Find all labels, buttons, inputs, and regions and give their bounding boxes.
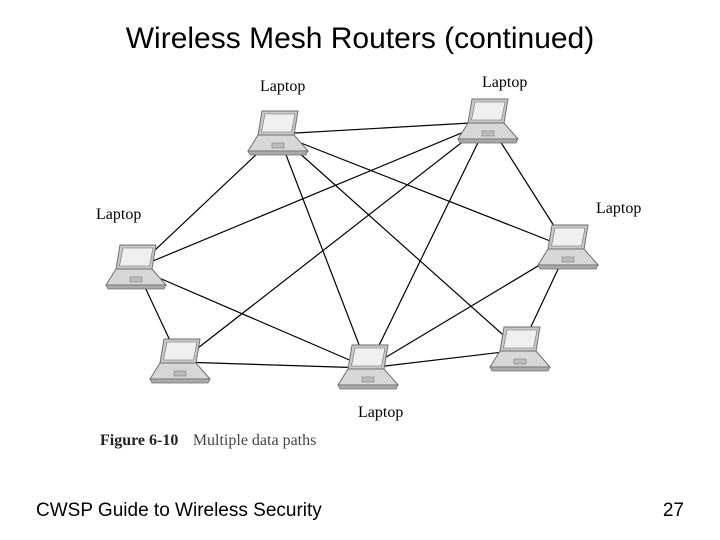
node-label: Laptop — [96, 206, 141, 224]
laptop-icon — [148, 337, 212, 387]
edge — [278, 134, 520, 350]
edge — [368, 122, 488, 368]
edge — [136, 122, 488, 268]
node-label: Laptop — [596, 200, 641, 218]
footer-source: CWSP Guide to Wireless Security — [36, 500, 322, 522]
figure-caption-text: Multiple data paths — [193, 432, 317, 449]
laptop-icon — [104, 243, 168, 293]
page-number: 27 — [663, 500, 684, 522]
node-label: Laptop — [358, 404, 403, 422]
edge — [180, 122, 488, 362]
figure-ref: Figure 6-10 — [100, 432, 178, 449]
mesh-diagram: Laptop Laptop Laptop Laptop Laptop — [80, 68, 640, 448]
laptop-icon — [336, 343, 400, 393]
slide: Wireless Mesh Routers (continued) Laptop… — [0, 0, 720, 540]
laptop-icon — [246, 109, 310, 159]
laptop-icon — [536, 223, 600, 273]
node-label: Laptop — [260, 78, 305, 96]
slide-title: Wireless Mesh Routers (continued) — [0, 22, 720, 56]
laptop-icon — [456, 97, 520, 147]
figure-caption: Figure 6-10 Multiple data paths — [100, 432, 316, 450]
node-label: Laptop — [482, 74, 527, 92]
laptop-icon — [488, 325, 552, 375]
